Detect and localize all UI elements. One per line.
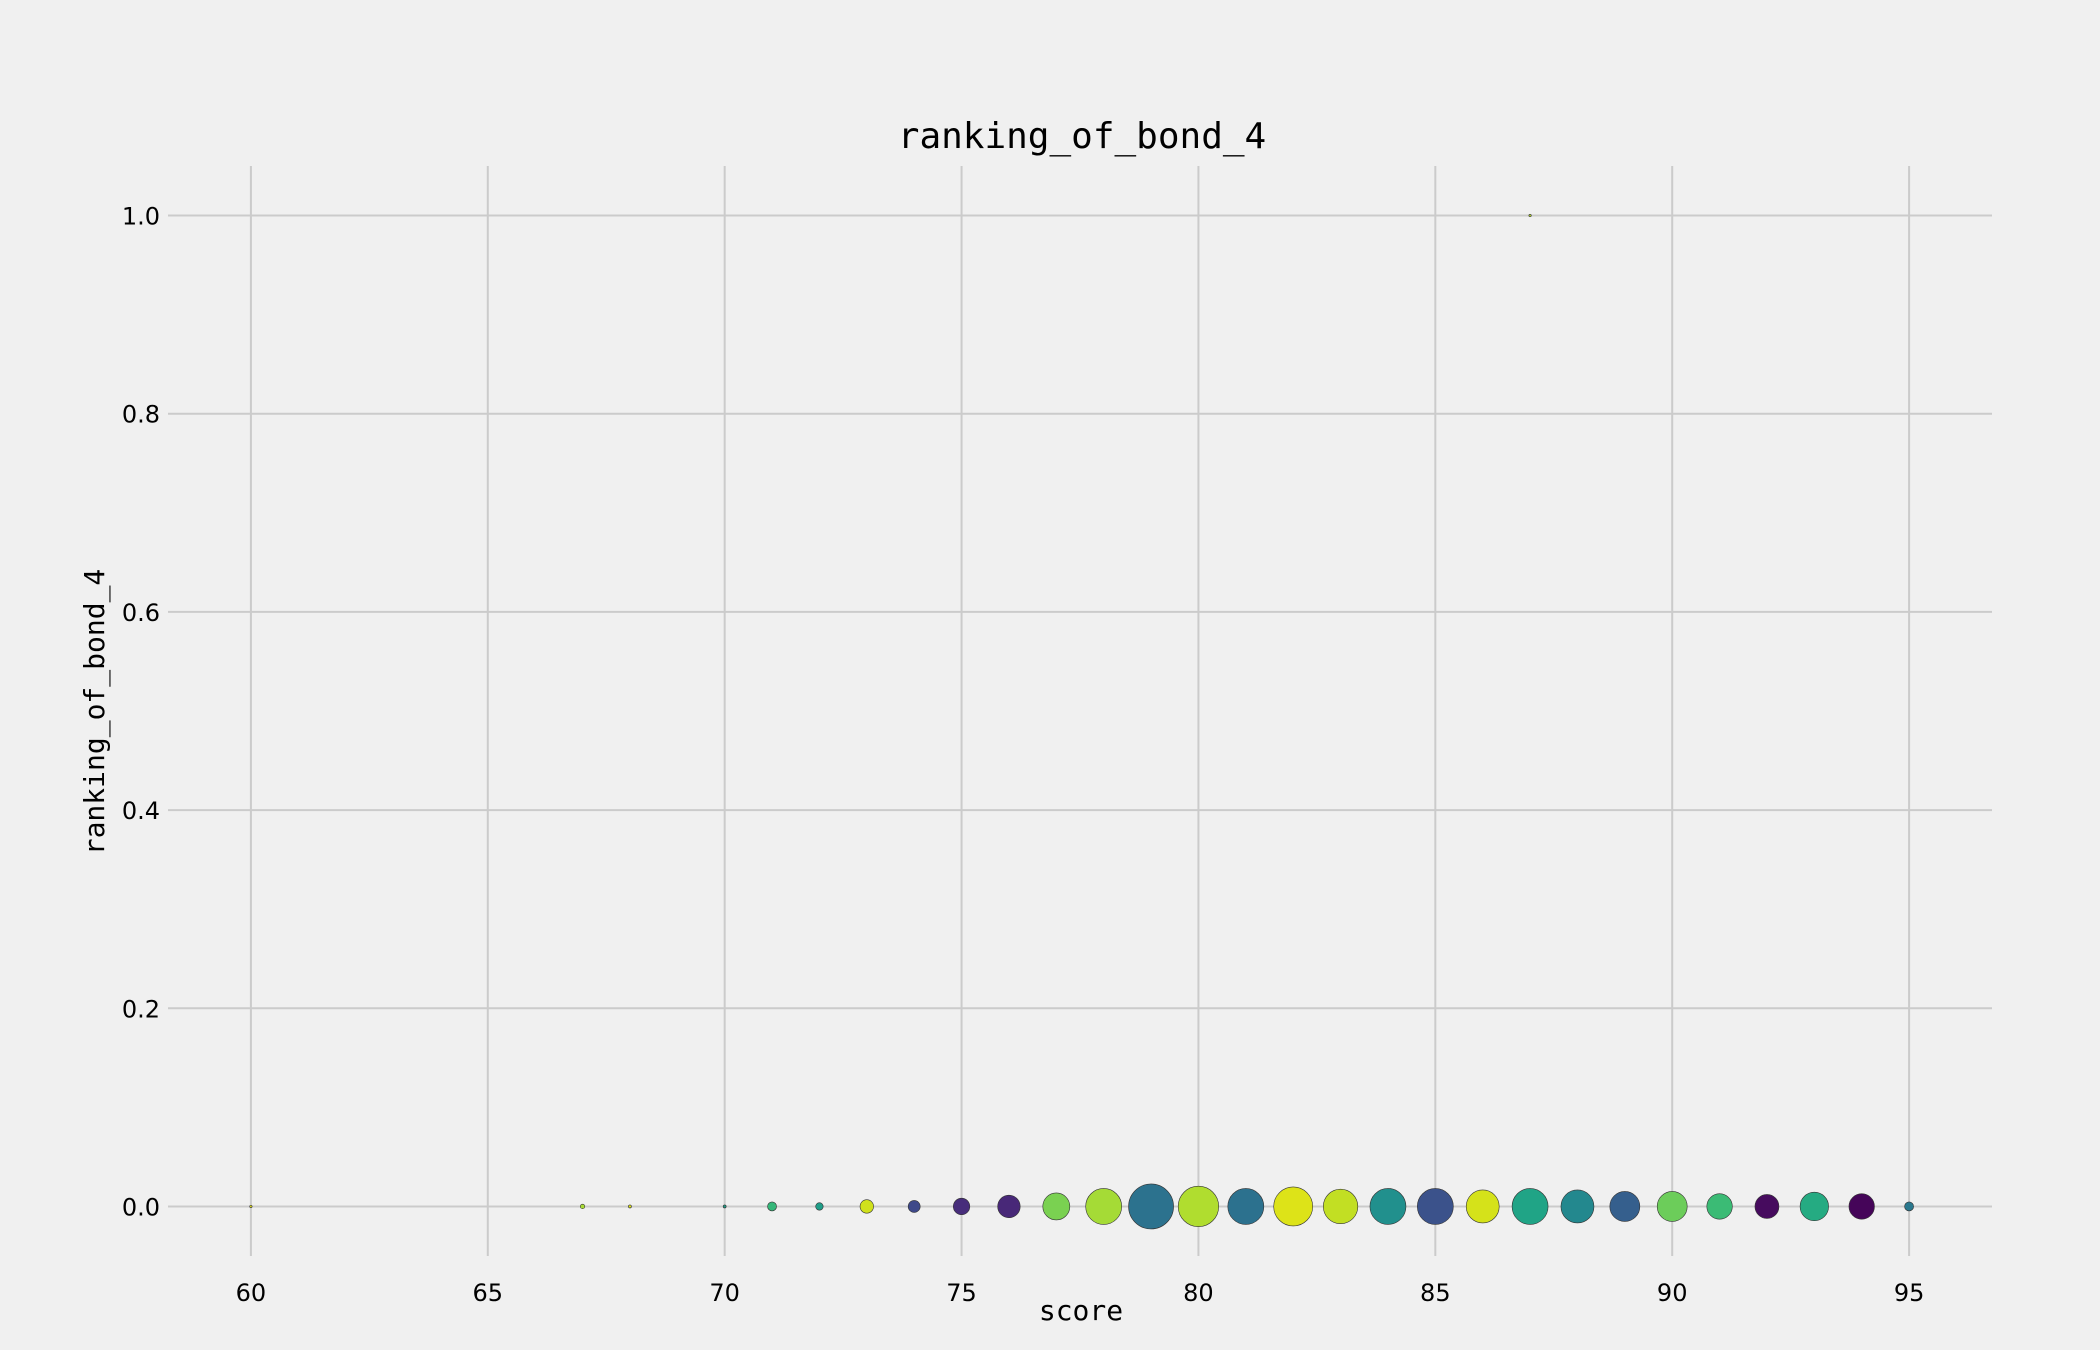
data-point xyxy=(1848,1193,1875,1220)
x-tick-label: 85 xyxy=(1420,1279,1451,1307)
x-grid-lines xyxy=(249,166,1911,1256)
y-tick-label: 0.0 xyxy=(122,1193,160,1221)
data-point xyxy=(1560,1189,1595,1224)
x-tick-label: 80 xyxy=(1183,1279,1214,1307)
y-tick-label: 1.0 xyxy=(122,203,160,231)
data-point xyxy=(1656,1191,1688,1222)
y-tick-labels: 0.0 0.2 0.4 0.6 0.8 1.0 xyxy=(122,203,160,1222)
y-tick-label: 0.4 xyxy=(122,797,160,825)
data-points xyxy=(249,214,1914,1230)
x-tick-label: 60 xyxy=(236,1279,267,1307)
data-point xyxy=(249,1204,253,1208)
data-point xyxy=(628,1204,632,1209)
data-point xyxy=(1323,1188,1359,1225)
y-grid-lines xyxy=(168,214,1992,1208)
data-point xyxy=(1128,1183,1174,1230)
data-point xyxy=(1369,1188,1407,1225)
data-point xyxy=(1227,1188,1265,1225)
x-tick-label: 70 xyxy=(709,1279,740,1307)
y-tick-label: 0.8 xyxy=(122,401,160,429)
data-point xyxy=(1177,1185,1219,1228)
x-tick-label: 95 xyxy=(1894,1279,1925,1307)
data-point xyxy=(1609,1191,1641,1222)
data-point xyxy=(1706,1193,1733,1220)
data-point xyxy=(722,1204,727,1209)
data-point xyxy=(767,1201,777,1212)
data-point xyxy=(997,1194,1021,1219)
data-point xyxy=(1465,1189,1500,1224)
chart-title: ranking_of_bond_4 xyxy=(898,116,1266,157)
data-point xyxy=(907,1200,921,1213)
data-point xyxy=(1904,1201,1914,1212)
x-tick-label: 90 xyxy=(1657,1279,1688,1307)
y-tick-label: 0.2 xyxy=(122,995,160,1023)
data-point xyxy=(1417,1188,1454,1225)
data-point xyxy=(1511,1188,1549,1225)
data-point xyxy=(1754,1194,1780,1219)
data-point xyxy=(1042,1192,1071,1221)
x-tick-label: 65 xyxy=(473,1279,504,1307)
data-point xyxy=(1799,1191,1829,1222)
data-point xyxy=(953,1197,971,1216)
y-tick-label: 0.6 xyxy=(122,599,160,627)
y-axis-label: ranking_of_bond_4 xyxy=(78,569,112,856)
data-point xyxy=(1528,214,1532,218)
x-tick-label: 75 xyxy=(946,1279,977,1307)
data-point xyxy=(815,1202,824,1211)
data-point xyxy=(1273,1186,1313,1227)
x-tick-labels: 60 65 70 75 80 85 90 95 xyxy=(236,1279,1925,1307)
x-axis-label: score xyxy=(1039,1294,1123,1327)
data-point xyxy=(859,1199,874,1214)
data-point xyxy=(579,1203,586,1210)
data-point xyxy=(1085,1188,1122,1225)
